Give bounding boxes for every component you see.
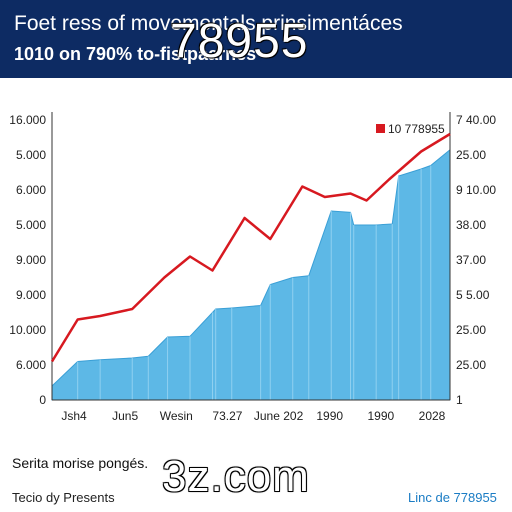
x-tick-label: Jsh4 [61,409,87,420]
legend-swatch [376,124,385,133]
x-tick-label: Jun5 [112,409,138,420]
y-tick-label-left: 5.000 [16,148,46,162]
x-tick-label: June 202 [254,409,304,420]
overlay-number: 78955 [170,15,309,68]
y-tick-label-left: 5.000 [16,218,46,232]
line-series [50,132,451,363]
footer-source: Tecio dy Presents [12,490,115,505]
header-banner: Foet ress of movementals prinsimentáces … [0,0,512,78]
x-tick-label: 1990 [316,409,343,420]
y-tick-label-right: 9 10.00 [456,183,496,197]
y-tick-label-left: 16.000 [9,113,46,127]
header-title-line1: Foet ress of movementals prinsimentáces [14,12,403,35]
area-chart: 0 6.000 10.000 9.000 9.000 5.000 6.000 5.000 16.… [9,112,496,420]
y-tick-label-left: 10.000 [9,323,46,337]
y-tick-label-right: 25.00 [456,148,486,162]
footer-link[interactable]: Linc de 778955 [408,490,497,505]
y-tick-label-right: 25.00 [456,358,486,372]
y-tick-label-right: 5 5.00 [456,288,490,302]
x-tick-label: 2028 [419,409,446,420]
y-tick-label-right: 37.00 [456,253,486,267]
y-tick-label-left: 0 [39,393,46,407]
y-tick-label-left: 9.000 [16,288,46,302]
y-tick-label-right: 7 40.00 [456,113,496,127]
x-tick-label: Wesin [160,409,193,420]
watermark-text: 3z.com [162,452,310,501]
y-tick-label-right: 25.00 [456,323,486,337]
x-tick-label: 73.27 [212,409,242,420]
caption: Serita morise pongés. [12,455,149,471]
y-tick-label-right: 1 [456,393,463,407]
x-tick-label: 1990 [368,409,395,420]
legend-label: 10 778955 [388,122,445,136]
y-tick-label-left: 9.000 [16,253,46,267]
header-title-line2: 1010 on 790% to-fistpaarnes [14,44,257,64]
y-tick-label-left: 6.000 [16,358,46,372]
y-tick-label-right: 38.00 [456,218,486,232]
y-tick-label-left: 6.000 [16,183,46,197]
area-series [51,148,451,401]
